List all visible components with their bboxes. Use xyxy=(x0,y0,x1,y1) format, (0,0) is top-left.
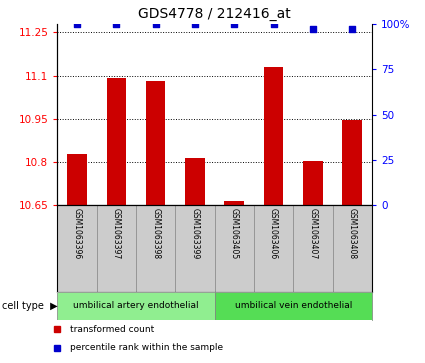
Text: GSM1063406: GSM1063406 xyxy=(269,208,278,259)
Text: GSM1063407: GSM1063407 xyxy=(309,208,317,259)
Point xyxy=(270,21,277,26)
Bar xyxy=(224,201,244,205)
Title: GDS4778 / 212416_at: GDS4778 / 212416_at xyxy=(138,7,291,21)
Point xyxy=(113,21,120,26)
Point xyxy=(231,21,238,26)
Text: transformed count: transformed count xyxy=(70,325,154,334)
Text: umbilical artery endothelial: umbilical artery endothelial xyxy=(73,301,199,310)
Text: GSM1063396: GSM1063396 xyxy=(73,208,82,259)
Bar xyxy=(303,161,323,205)
Text: GSM1063399: GSM1063399 xyxy=(190,208,199,259)
Bar xyxy=(343,120,362,205)
Point xyxy=(74,21,80,26)
Text: GSM1063408: GSM1063408 xyxy=(348,208,357,259)
Bar xyxy=(185,158,205,205)
Text: umbilical vein endothelial: umbilical vein endothelial xyxy=(235,301,352,310)
Text: GSM1063397: GSM1063397 xyxy=(112,208,121,259)
Point xyxy=(152,21,159,26)
Point xyxy=(192,21,198,26)
Text: GSM1063405: GSM1063405 xyxy=(230,208,239,259)
Text: percentile rank within the sample: percentile rank within the sample xyxy=(70,343,223,352)
Bar xyxy=(264,67,283,205)
Bar xyxy=(146,81,165,205)
FancyBboxPatch shape xyxy=(57,292,215,319)
Bar xyxy=(107,78,126,205)
FancyBboxPatch shape xyxy=(215,292,372,319)
Text: GSM1063398: GSM1063398 xyxy=(151,208,160,259)
Point xyxy=(349,26,356,32)
Bar xyxy=(67,154,87,205)
Text: cell type  ▶: cell type ▶ xyxy=(2,301,58,311)
Point xyxy=(309,26,316,32)
